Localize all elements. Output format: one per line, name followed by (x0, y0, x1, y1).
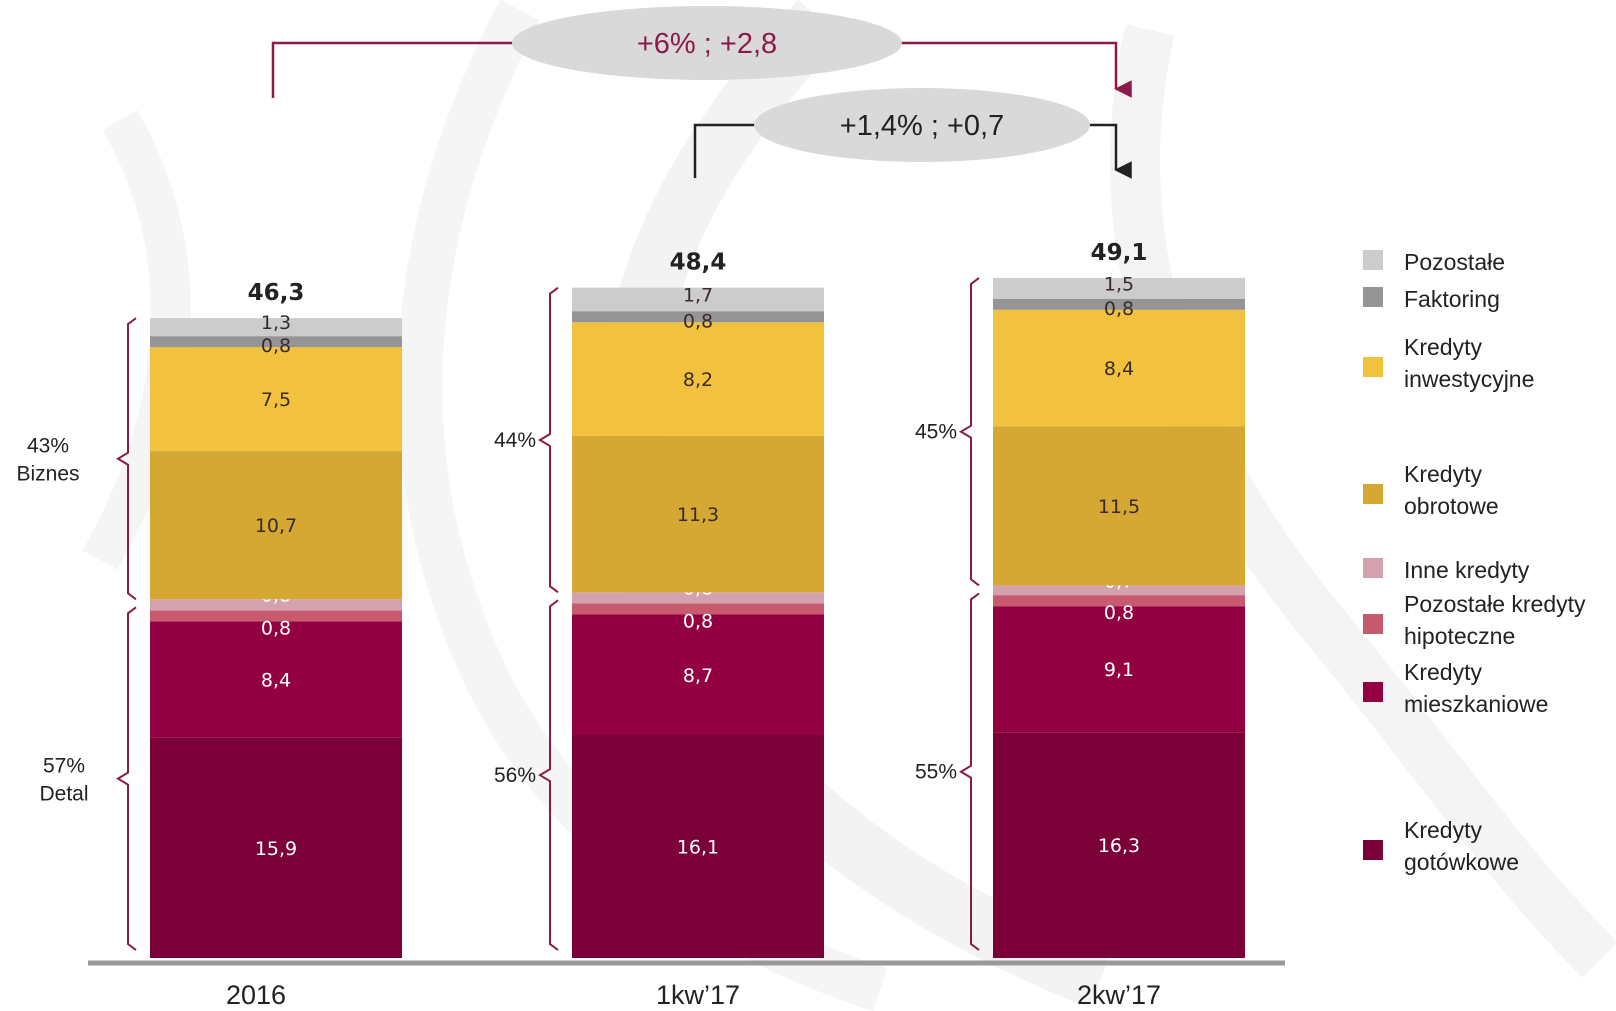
legend-label-inne-kredyty: Inne kredyty (1404, 557, 1530, 583)
value-label-kredyty-mieszkaniowe: 8,4 (261, 670, 291, 692)
biznes-share-label: 43% (27, 435, 69, 458)
value-label-faktoring: 0,8 (1104, 298, 1134, 320)
legend-label-kredyty-mieszkaniowe: Kredyty (1404, 659, 1482, 685)
detal-share-label: 55% (915, 761, 957, 784)
bar-segment-kredyty-inwestycyjne (150, 347, 402, 452)
value-label-kredyty-gotowkowe: 16,3 (1098, 835, 1140, 857)
value-label-kredyty-obrotowe: 11,3 (677, 504, 719, 526)
legend-label-kredyty-gotowkowe: gotówkowe (1404, 849, 1519, 875)
bar-segment-pozostale-kredyty-hipoteczne (993, 595, 1245, 607)
legend-label-pozostale-kredyty-hipoteczne: hipoteczne (1404, 623, 1515, 649)
bar-segment-kredyty-inwestycyjne (993, 309, 1245, 427)
legend-label-kredyty-obrotowe: Kredyty (1404, 461, 1482, 487)
detal-share-label: 57% (43, 755, 85, 778)
legend-label-pozostale-kredyty-hipoteczne: Pozostałe kredyty (1404, 591, 1586, 617)
bar-segment-kredyty-mieszkaniowe (150, 621, 402, 738)
legend-label-faktoring: Faktoring (1404, 286, 1500, 312)
value-label-kredyty-gotowkowe: 15,9 (255, 838, 297, 860)
bar-segment-kredyty-gotowkowe (993, 732, 1245, 958)
bar-segment-pozostale (150, 318, 402, 337)
value-label-pozostale-kredyty-hipoteczne: 0,8 (683, 611, 713, 633)
value-label-kredyty-inwestycyjne: 7,5 (261, 389, 291, 411)
legend-label-kredyty-gotowkowe: Kredyty (1404, 817, 1482, 843)
detal-share-label: 56% (494, 764, 536, 787)
bar-segment-kredyty-gotowkowe (572, 735, 824, 958)
legend-swatch-pozostale-kredyty-hipoteczne (1363, 614, 1383, 634)
value-label-faktoring: 0,8 (261, 335, 291, 357)
category-label: 2016 (226, 980, 286, 1010)
value-label-pozostale: 1,5 (1104, 273, 1134, 295)
detal-bracket (538, 599, 559, 951)
bar-segment-kredyty-gotowkowe (150, 737, 402, 958)
detal-bracket (116, 606, 137, 951)
legend-swatch-inne-kredyty (1363, 558, 1383, 578)
bar-segment-kredyty-obrotowe (150, 451, 402, 600)
legend-swatch-kredyty-obrotowe (1363, 484, 1383, 504)
bar-segment-kredyty-mieszkaniowe (572, 614, 824, 736)
category-label: 1kw’17 (656, 980, 740, 1010)
biznes-bracket (116, 317, 137, 601)
value-label-kredyty-mieszkaniowe: 8,7 (683, 665, 713, 687)
value-label-pozostale: 1,7 (683, 284, 713, 306)
growth-label: +6% ; +2,8 (637, 28, 777, 60)
legend-swatch-kredyty-gotowkowe (1363, 840, 1383, 860)
detal-bracket (959, 592, 980, 951)
bar-segment-pozostale-kredyty-hipoteczne (572, 603, 824, 615)
bar-segment-pozostale (572, 287, 824, 312)
value-label-pozostale: 1,3 (261, 312, 291, 334)
legend-label-kredyty-inwestycyjne: inwestycyjne (1404, 366, 1534, 392)
legend-swatch-kredyty-mieszkaniowe (1363, 682, 1383, 702)
category-label: 2kw’17 (1077, 980, 1161, 1010)
legend-swatch-faktoring (1363, 287, 1383, 307)
biznes-bracket (959, 277, 980, 587)
value-label-pozostale-kredyty-hipoteczne: 0,8 (261, 617, 291, 639)
value-label-kredyty-inwestycyjne: 8,2 (683, 369, 713, 391)
total-label: 48,4 (670, 250, 727, 276)
bar-segment-kredyty-obrotowe (572, 435, 824, 593)
growth-bubble (512, 6, 902, 80)
bar-segment-faktoring (993, 298, 1245, 310)
biznes-bracket (538, 286, 559, 594)
bar-segment-inne-kredyty (150, 599, 402, 611)
bar-segment-kredyty-obrotowe (993, 426, 1245, 586)
bar-segment-kredyty-mieszkaniowe (993, 606, 1245, 733)
bar-segment-faktoring (572, 311, 824, 323)
value-label-kredyty-gotowkowe: 16,1 (677, 837, 719, 859)
bar-segment-kredyty-inwestycyjne (572, 322, 824, 436)
value-label-pozostale-kredyty-hipoteczne: 0,8 (1104, 602, 1134, 624)
legend-label-pozostale: Pozostałe (1404, 249, 1505, 275)
legend-swatch-kredyty-inwestycyjne (1363, 357, 1383, 377)
value-label-kredyty-obrotowe: 10,7 (255, 515, 297, 537)
bar-segment-faktoring (150, 336, 402, 348)
bar-segment-pozostale (993, 277, 1245, 299)
total-label: 46,3 (248, 280, 305, 306)
bar-segment-inne-kredyty (572, 592, 824, 604)
biznes-share-label: 44% (494, 429, 536, 452)
value-label-kredyty-obrotowe: 11,5 (1098, 496, 1140, 518)
legend-swatch-pozostale (1363, 250, 1383, 270)
legend-label-kredyty-inwestycyjne: Kredyty (1404, 334, 1482, 360)
value-label-faktoring: 0,8 (683, 310, 713, 332)
legend-label-kredyty-obrotowe: obrotowe (1404, 493, 1499, 519)
total-label: 49,1 (1091, 240, 1148, 266)
detal-group-label: Detal (39, 783, 88, 806)
biznes-share-label: 45% (915, 421, 957, 444)
growth-bubble (754, 88, 1090, 162)
bar-segment-pozostale-kredyty-hipoteczne (150, 610, 402, 622)
value-label-kredyty-inwestycyjne: 8,4 (1104, 358, 1134, 380)
value-label-kredyty-mieszkaniowe: 9,1 (1104, 659, 1134, 681)
bar-segment-inne-kredyty (993, 585, 1245, 596)
growth-label: +1,4% ; +0,7 (840, 110, 1004, 142)
biznes-group-label: Biznes (16, 463, 79, 486)
legend-label-kredyty-mieszkaniowe: mieszkaniowe (1404, 691, 1548, 717)
